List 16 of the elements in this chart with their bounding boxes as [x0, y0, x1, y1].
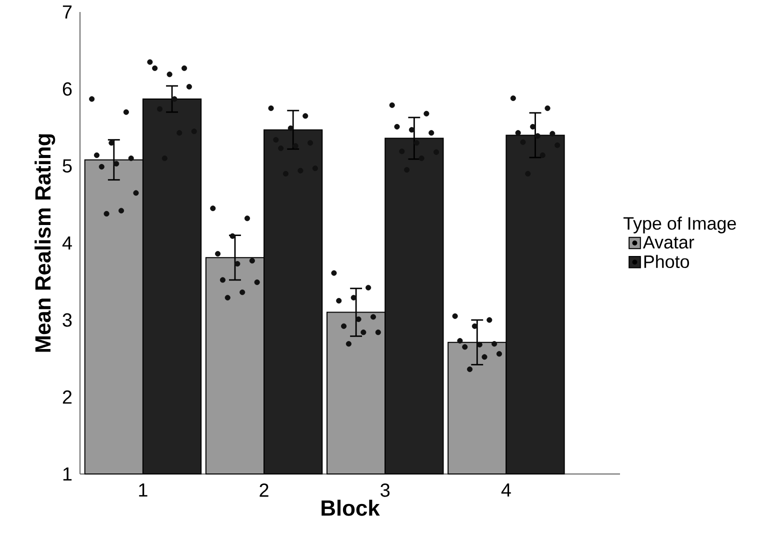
y-axis-title: Mean Realism Rating [34, 134, 56, 352]
y-tick-label: 5 [62, 159, 72, 173]
y-tick-label: 1 [63, 467, 72, 481]
y-tick-label: 3 [62, 313, 72, 327]
x-axis-title: Block [322, 500, 380, 516]
x-tick-label: 3 [380, 483, 390, 497]
legend-label: Photo [644, 254, 690, 268]
x-tick-label: 4 [501, 484, 511, 497]
y-tick-label: 4 [62, 236, 72, 250]
y-tick-label: 7 [62, 5, 72, 19]
x-tick-label: 1 [139, 484, 148, 497]
x-tick-label: 2 [260, 483, 268, 497]
legend-title: Type of Image [623, 216, 736, 234]
y-tick-label: 2 [62, 390, 72, 404]
y-tick-label: 6 [62, 82, 72, 96]
legend-label: Avatar [642, 236, 694, 249]
